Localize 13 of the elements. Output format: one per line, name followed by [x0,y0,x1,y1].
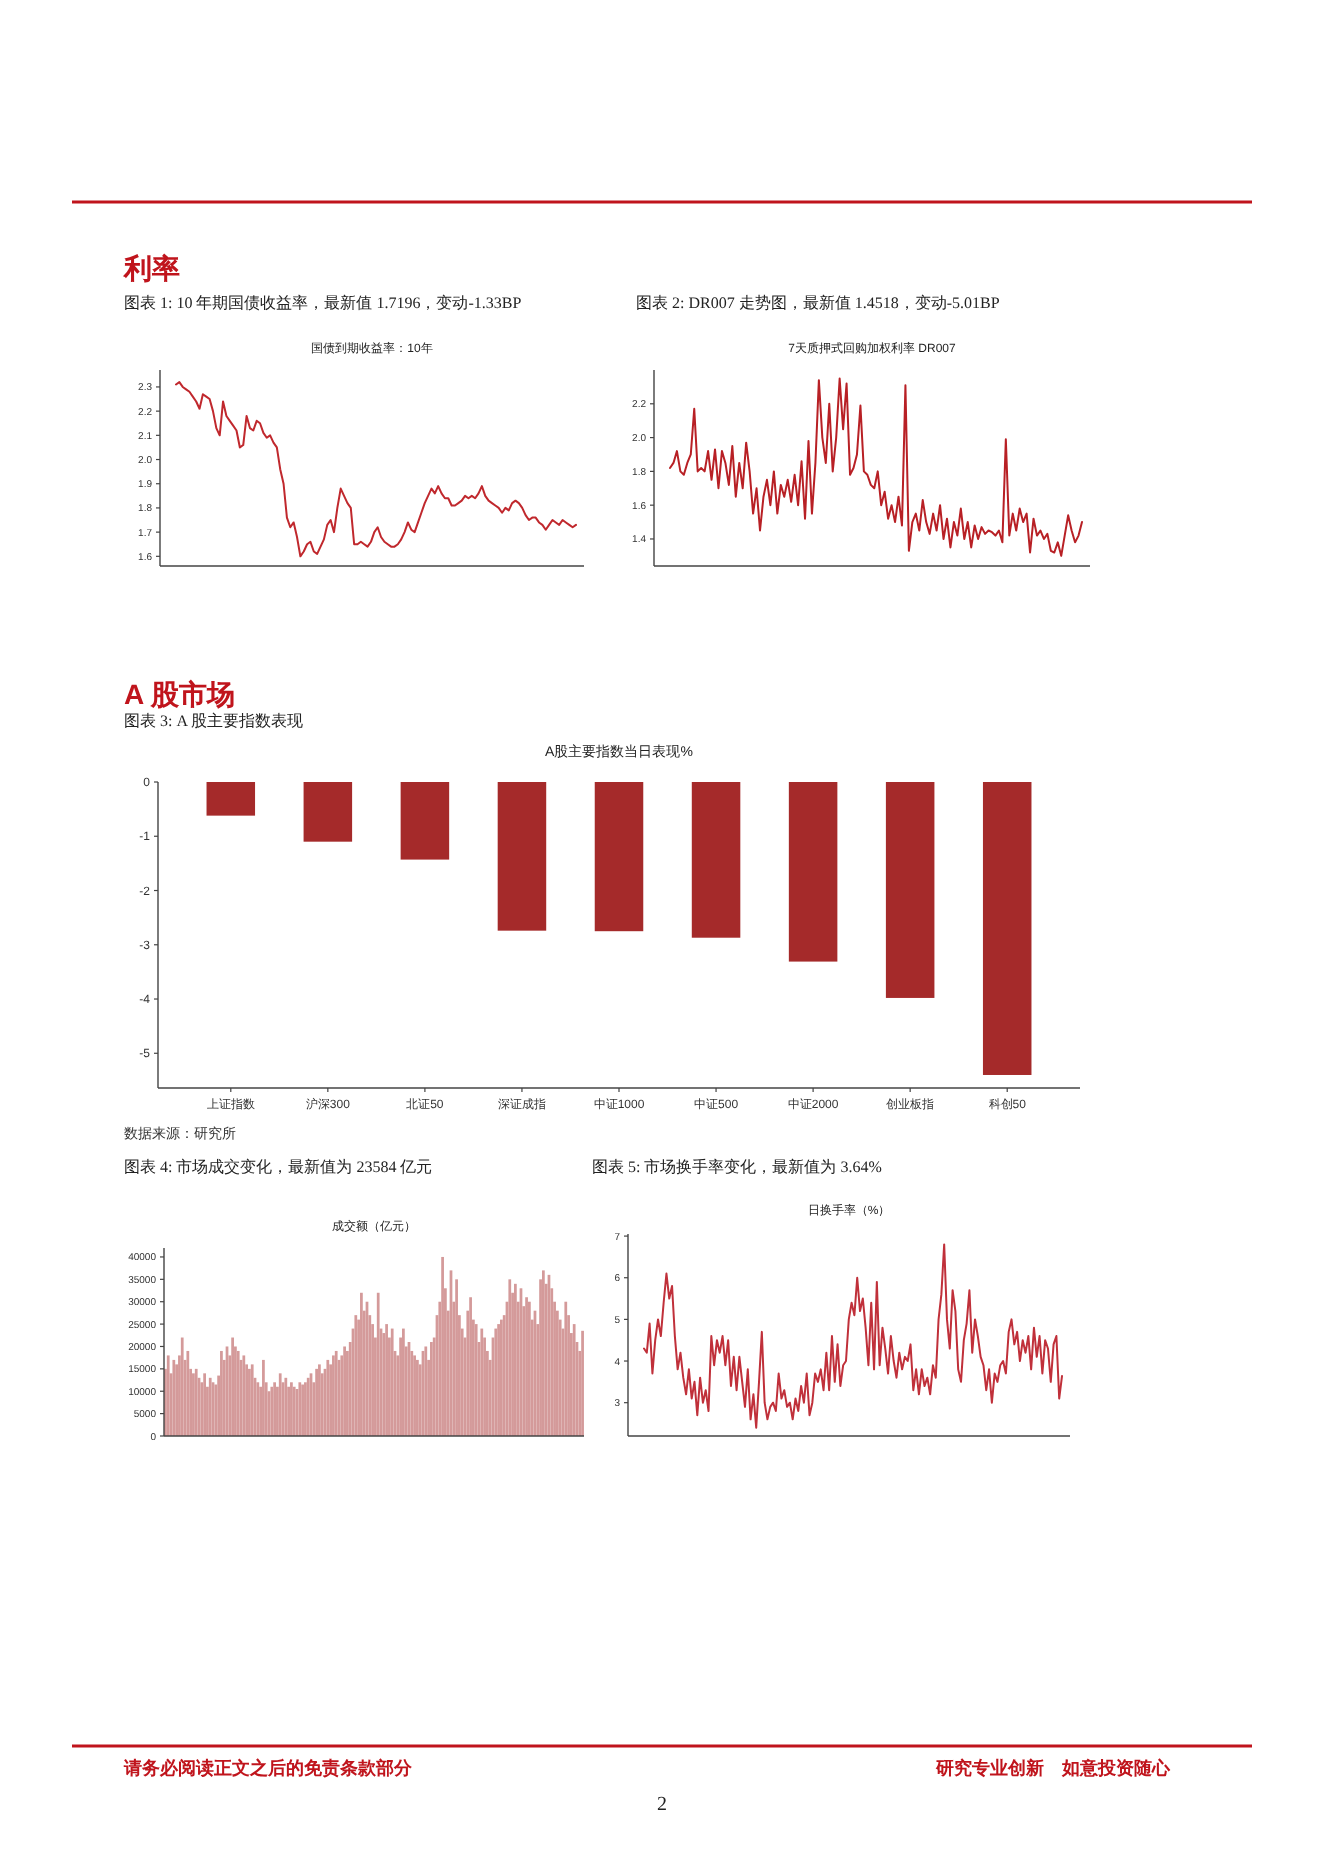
line-series [643,1243,1063,1429]
line-series [175,381,577,558]
chart-subtitle: 图表 5: 市场换手率变化，最新值为 3.64% [592,1158,883,1176]
text: 研究专业创新 如意投资随心 [934,1758,1172,1778]
chart-subtitle: 图表 1: 10 年期国债收益率，最新值 1.7196，变动-1.33BP [124,294,523,312]
text: A 股市场 [124,678,235,710]
chart-subtitle: 图表 4: 市场成交变化，最新值为 23584 亿元 [124,1158,433,1176]
chart-subtitle: 图表 3: A 股主要指数表现 [124,712,304,730]
line-series [669,377,1083,557]
text: 利率 [122,252,180,284]
chart-subtitle: 图表 2: DR007 走势图，最新值 1.4518，变动-5.01BP [636,294,1001,312]
text: 2 [657,1794,667,1816]
text: 请务必阅读正文之后的免责条款部分 [122,1758,414,1778]
